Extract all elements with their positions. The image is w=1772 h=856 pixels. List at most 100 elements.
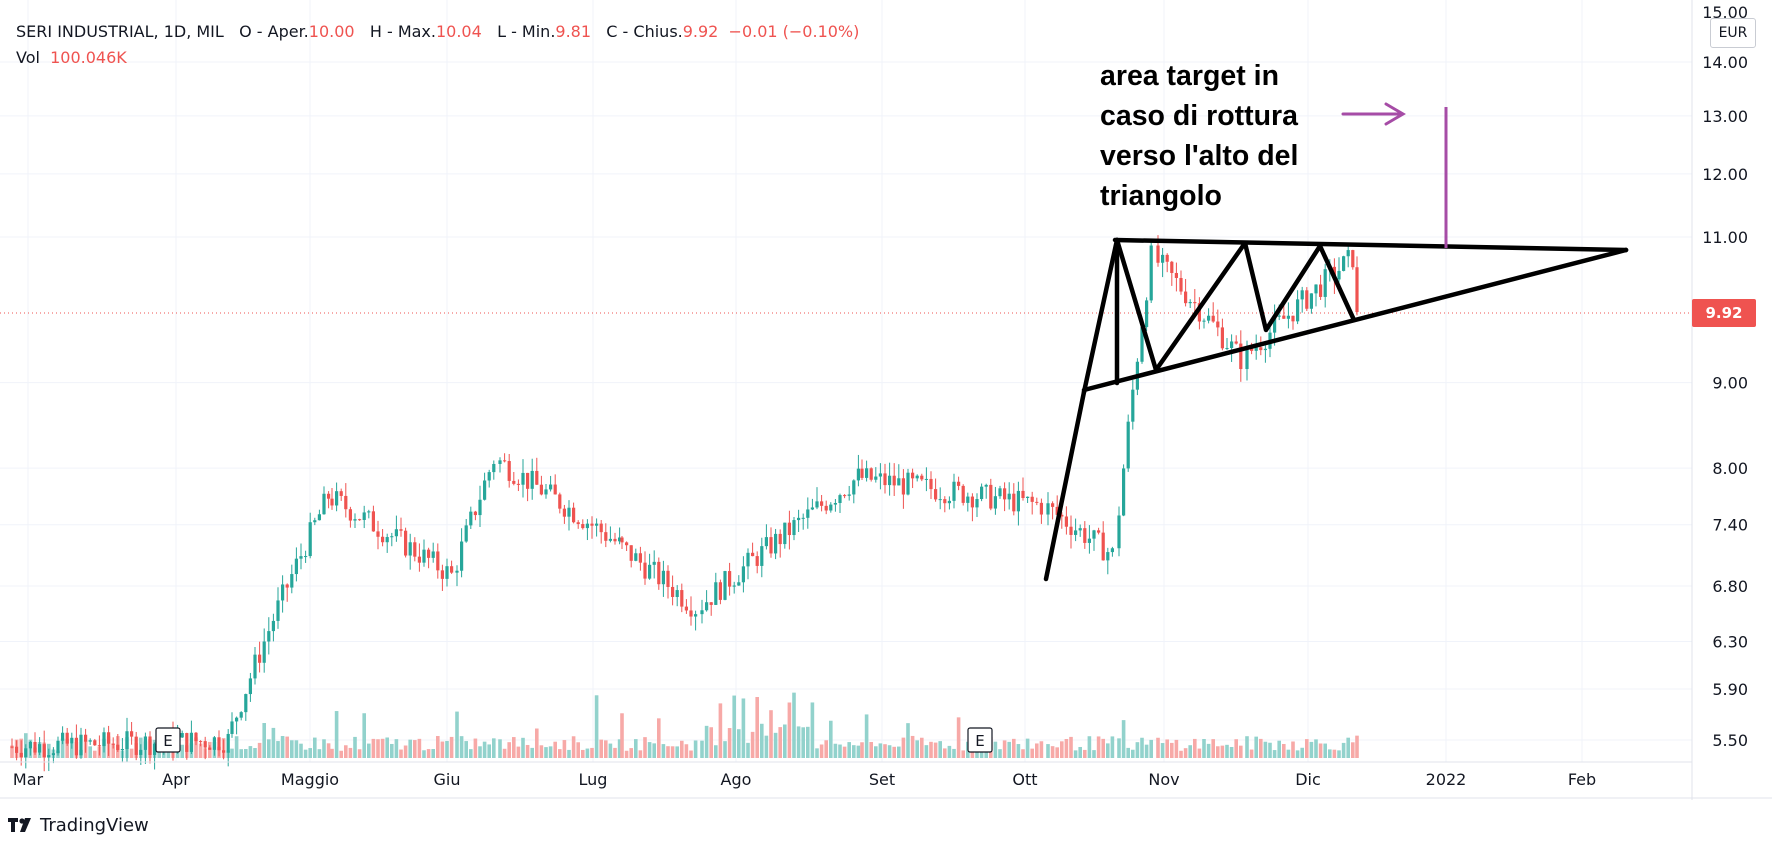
high-label: H - Max. (369, 22, 436, 41)
volume-bar (796, 726, 801, 758)
volume-bar (737, 729, 741, 758)
volume-bar (1165, 739, 1169, 758)
volume-bar (525, 744, 530, 758)
volume-bar (1007, 741, 1011, 758)
event-marker-label[interactable]: E (163, 732, 172, 750)
volume-bar (399, 749, 403, 758)
volume-bar (1291, 741, 1295, 758)
volume-bar (869, 741, 873, 758)
candle (684, 599, 688, 614)
time-tick-label: Mar (13, 770, 44, 789)
candle (860, 459, 864, 481)
volume-bar (764, 735, 769, 758)
candle (526, 472, 530, 502)
candle (1319, 274, 1323, 300)
candle (143, 732, 147, 764)
candle (1051, 501, 1055, 520)
high-value: 10.04 (435, 22, 482, 41)
candle (74, 724, 78, 759)
candle (185, 732, 189, 760)
candle (620, 535, 624, 549)
volume-bar (947, 745, 952, 758)
candle (661, 560, 665, 597)
volume-bar (1039, 741, 1044, 758)
candle (93, 738, 97, 746)
volume-bar (970, 750, 975, 758)
volume-bar (431, 749, 435, 758)
candle (431, 542, 435, 563)
volume-bar (60, 738, 65, 758)
candle (503, 453, 507, 463)
candle (911, 468, 915, 489)
candle (422, 539, 426, 567)
symbol-label[interactable]: SERI INDUSTRIAL, 1D, MIL (16, 22, 224, 41)
candle (595, 518, 599, 537)
candle (1016, 481, 1020, 526)
volume-bar (1295, 750, 1300, 758)
candle (980, 483, 984, 502)
candle (1300, 286, 1304, 313)
event-marker-label[interactable]: E (975, 732, 984, 750)
volume-bar (548, 746, 553, 758)
candle (290, 564, 294, 594)
candle (322, 486, 326, 515)
volume-bar (380, 738, 385, 758)
candle (638, 546, 642, 571)
candle (15, 740, 19, 761)
candle (1097, 527, 1101, 535)
volume-bar (1016, 744, 1021, 758)
candle (604, 523, 608, 548)
candle (929, 471, 933, 499)
volume-bar (455, 711, 459, 758)
volume-bar (952, 748, 956, 758)
volume-bar (1259, 738, 1263, 758)
volume-bar (1318, 743, 1323, 758)
tradingview-logo[interactable]: TradingView (8, 815, 149, 836)
volume-bar (810, 702, 815, 758)
candle (327, 491, 331, 509)
candle (521, 459, 525, 498)
candle (102, 727, 106, 753)
candle (1069, 515, 1073, 549)
candle (694, 610, 698, 631)
volume-bar (787, 702, 792, 758)
candle (769, 527, 773, 558)
candle (629, 545, 633, 568)
rally-trendline (1043, 389, 1087, 582)
price-tick-label: 7.40 (1712, 516, 1748, 535)
candle (1314, 284, 1318, 307)
annotation-text[interactable]: area target in caso di rottura verso l'a… (1100, 56, 1298, 216)
candle (634, 548, 638, 562)
candle (450, 560, 454, 574)
candle (856, 454, 860, 487)
candle (947, 496, 951, 510)
volume-bar (1220, 745, 1225, 758)
candle (1342, 255, 1346, 272)
volume-bar (746, 742, 750, 758)
candle (33, 732, 37, 755)
price-tick-label: 9.00 (1712, 374, 1748, 393)
volume-bar (482, 741, 487, 758)
volume-bar (700, 740, 704, 758)
volume-bar (290, 740, 294, 758)
volume-bar (334, 711, 339, 758)
volume-bar (693, 740, 698, 758)
volume-bar (111, 743, 115, 758)
candle (576, 520, 580, 529)
volume-bar (1286, 749, 1291, 758)
volume-bar (198, 743, 203, 758)
volume-bar (1096, 736, 1101, 758)
currency-button[interactable]: EUR (1710, 18, 1756, 48)
candle (19, 740, 23, 766)
volume-bar (1229, 747, 1234, 758)
triangle-drawing (1043, 237, 1629, 582)
candle (1046, 492, 1050, 526)
volume-bar (1106, 743, 1110, 758)
candle (680, 583, 684, 613)
volume-bar (1277, 740, 1281, 758)
volume-bar (1309, 741, 1314, 758)
candle (1035, 497, 1039, 506)
candle (492, 460, 496, 480)
volume-bar (308, 748, 312, 758)
